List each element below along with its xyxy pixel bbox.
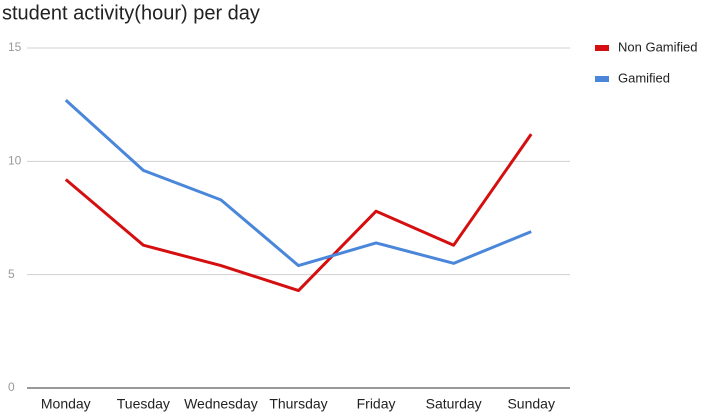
chart-title: student activity(hour) per day [2,2,260,24]
legend-label: Gamified [618,70,670,85]
y-tick-label: 5 [8,267,15,281]
y-tick-label: 15 [8,40,22,54]
x-tick-label: Thursday [269,396,327,412]
x-tick-label: Sunday [507,396,554,412]
legend-label: Non Gamified [618,39,697,54]
x-tick-label: Friday [357,396,396,412]
series-line [64,133,533,293]
x-tick-label: Monday [41,396,91,412]
series-line [64,99,532,268]
x-tick-label: Tuesday [117,396,170,412]
legend-swatch [595,76,609,82]
y-tick-label: 10 [8,154,22,168]
x-tick-label: Wednesday [184,396,258,412]
y-tick-label: 0 [8,380,15,394]
legend-swatch [595,45,609,51]
x-tick-label: Saturday [426,396,482,412]
